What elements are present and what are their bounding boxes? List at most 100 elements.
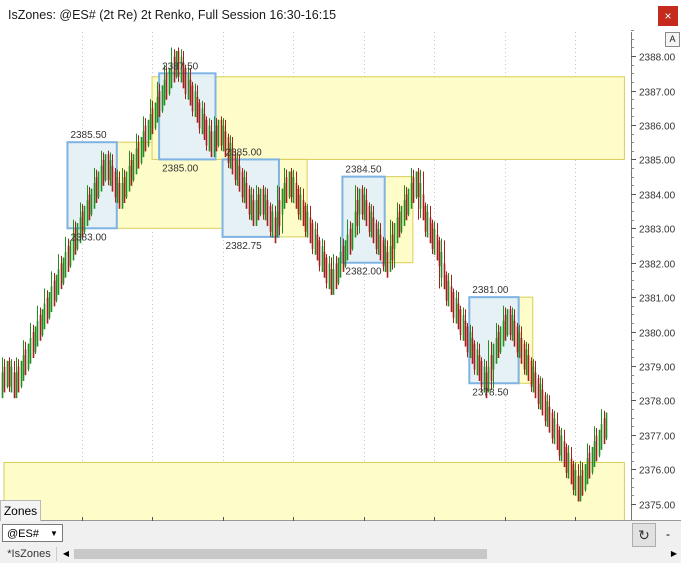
- minus-button[interactable]: -: [666, 527, 670, 541]
- price-bar-body: [502, 320, 505, 347]
- price-bar-body: [69, 240, 72, 267]
- price-bar-body: [210, 131, 213, 158]
- price-bar-body: [462, 315, 465, 341]
- price-bar-body: [93, 182, 96, 209]
- price-bar-body: [48, 291, 51, 318]
- price-bar-body: [130, 159, 133, 186]
- price-bar-body: [311, 223, 314, 250]
- price-bar-body: [459, 309, 462, 336]
- refresh-button[interactable]: ↻: [632, 523, 656, 547]
- price-bar-body: [534, 372, 537, 399]
- price-bar-body: [144, 125, 147, 152]
- price-bar-body: [205, 119, 208, 146]
- horizontal-scrollbar[interactable]: ◀ ▶: [60, 548, 680, 560]
- price-bar-body: [165, 73, 168, 100]
- symbol-select[interactable]: @ES# ▼: [2, 524, 63, 542]
- price-bar-body: [351, 223, 354, 249]
- y-tick-label: 2385.00: [639, 156, 676, 167]
- price-bar-body: [135, 148, 138, 175]
- price-bar-body: [546, 401, 549, 427]
- price-bar-body: [581, 469, 584, 496]
- close-button[interactable]: ×: [658, 6, 678, 26]
- price-bar-body: [175, 50, 178, 77]
- tab-iszones[interactable]: *IsZones: [2, 547, 57, 561]
- price-bar-body: [403, 200, 406, 226]
- labels-layer: 2385.50 2383.00 2387.50 2385.00 2385.00 2382.…: [70, 61, 508, 398]
- price-bar-body: [318, 240, 321, 267]
- price-bar-body: [473, 343, 476, 370]
- price-bar-body: [548, 406, 551, 433]
- price-bar-body: [274, 217, 277, 244]
- price-bar-body: [50, 286, 53, 313]
- price-bar-body: [391, 234, 394, 261]
- price-bar-body: [361, 188, 364, 215]
- price-bar-body: [67, 246, 70, 272]
- box-rect: [341, 175, 386, 264]
- price-bar-body: [36, 320, 39, 347]
- price-bar-body: [586, 458, 589, 485]
- price-bar-body: [46, 297, 49, 324]
- price-bar-body: [104, 154, 107, 181]
- price-bar-body: [271, 211, 274, 238]
- price-bar-body: [518, 332, 521, 359]
- price-bar-body: [213, 131, 216, 158]
- y-tick-label: 2377.00: [639, 432, 676, 443]
- price-bar-body: [478, 355, 481, 382]
- price-bar-body: [370, 211, 373, 238]
- price-bar-body: [132, 154, 135, 181]
- price-bar-body: [147, 119, 150, 146]
- price-bar-body: [1, 372, 4, 399]
- price-bar-body: [102, 159, 105, 186]
- price-bar-body: [480, 360, 483, 387]
- price-bar-body: [558, 429, 561, 456]
- price-bar-body: [13, 372, 16, 399]
- bars-layer: [1, 47, 608, 502]
- price-bar-body: [170, 62, 173, 89]
- price-bar-body: [436, 234, 439, 261]
- price-bar-body: [469, 332, 472, 359]
- price-bar-body: [285, 177, 288, 204]
- scrollbar-thumb[interactable]: [74, 549, 487, 559]
- y-tick-label: 2383.00: [639, 225, 676, 236]
- price-bar-body: [208, 125, 211, 152]
- price-bar-body: [191, 85, 194, 112]
- price-bar-body: [520, 337, 523, 364]
- price-bar-body: [588, 452, 591, 479]
- price-bar-body: [262, 188, 265, 215]
- price-bar-body: [570, 458, 573, 485]
- price-bar-body: [76, 223, 79, 249]
- price-bar-body: [321, 246, 324, 272]
- auto-scale-button[interactable]: A: [665, 32, 680, 47]
- price-bar-body: [304, 205, 307, 232]
- price-bar-body: [142, 131, 145, 158]
- price-bar-body: [97, 171, 100, 198]
- price-bar-body: [335, 263, 338, 290]
- price-bar-body: [368, 205, 371, 232]
- y-tick-label: 2381.00: [639, 294, 676, 305]
- price-bar-body: [90, 188, 93, 215]
- price-bar-body: [382, 240, 385, 267]
- price-bar-body: [241, 171, 244, 198]
- price-bar-body: [431, 223, 434, 250]
- price-bar-body: [137, 142, 140, 169]
- price-bar-body: [128, 165, 131, 192]
- price-bar-body: [490, 355, 493, 381]
- price-bar-body: [497, 332, 500, 358]
- price-bar-body: [455, 297, 458, 324]
- box-high-label: 2387.50: [162, 61, 199, 72]
- scroll-right-icon[interactable]: ▶: [670, 549, 678, 558]
- scroll-left-icon[interactable]: ◀: [62, 549, 70, 558]
- price-bar-body: [415, 171, 418, 198]
- price-bar-body: [344, 240, 347, 267]
- price-bar-body: [476, 349, 479, 376]
- price-bar-body: [234, 154, 237, 181]
- price-bar-body: [346, 234, 349, 261]
- price-chart[interactable]: 2385.50 2383.00 2387.50 2385.00 2385.00 2382.…: [0, 0, 681, 521]
- price-bar-body: [116, 177, 119, 204]
- price-bar-body: [32, 332, 35, 358]
- price-bar-body: [189, 79, 192, 106]
- price-bar-body: [107, 154, 110, 181]
- price-bar-body: [245, 183, 248, 209]
- price-bar-body: [184, 68, 187, 95]
- price-bar-body: [290, 171, 293, 198]
